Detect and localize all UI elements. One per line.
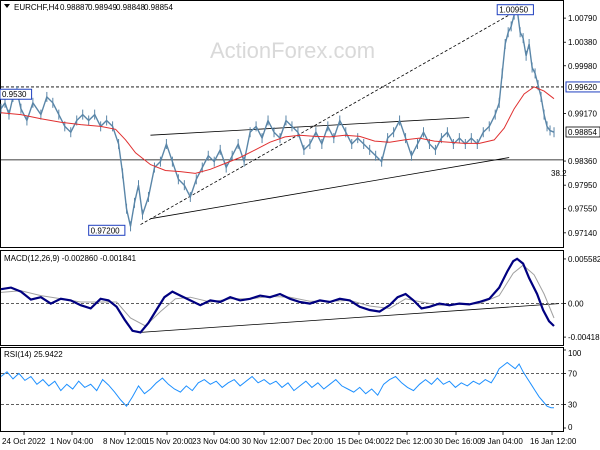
level-label-text: 0.99620 — [568, 83, 597, 92]
x-tick-label: 7 Dec 20:00 — [290, 437, 334, 446]
current-price-label: 0.98854 — [565, 126, 600, 138]
macd-y-tick-label: 0.005582 — [568, 255, 600, 264]
price-y-tick-label: 0.99980 — [568, 62, 597, 71]
macd-signal-line — [0, 264, 555, 327]
current-price-text: 0.98854 — [568, 128, 597, 137]
macd-y-axis: 0.005582 0.00 -0.004188 — [563, 255, 600, 342]
level-label-text: 0.9530 — [2, 90, 27, 99]
x-tick-label: 15 Dec 04:00 — [337, 437, 385, 446]
rsi-y-tick-label: 70 — [568, 369, 577, 378]
x-tick-label: 9 Jan 04:00 — [481, 437, 523, 446]
macd-panel-frame — [0, 250, 564, 346]
price-y-tick-label: 0.97550 — [568, 205, 597, 214]
x-tick-label: 22 Dec 12:00 — [385, 437, 433, 446]
price-line — [0, 6, 555, 227]
price-panel: ActionForex.com EURCHF,H4 0.98887 0.9894… — [0, 0, 600, 248]
rsi-y-tick-label: 30 — [568, 401, 577, 410]
trendline — [150, 117, 470, 136]
price-header-high: 0.98949 — [88, 3, 117, 12]
rsi-panel: RSI(14) 25.9422 100 70 30 0 — [0, 347, 582, 432]
price-panel-frame — [0, 0, 564, 248]
current-price-box — [565, 126, 600, 138]
x-tick-label: 23 Nov 04:00 — [192, 437, 240, 446]
moving-average-series — [0, 86, 555, 174]
macd-title: MACD(12,26,9) -0.002860 -0.001841 — [4, 254, 137, 263]
level-label-box — [496, 4, 534, 16]
price-horizontal-levels — [1, 86, 563, 161]
price-y-axis: 1.00790 1.00380 0.99980 0.99170 0.98360 0.979… — [563, 14, 597, 238]
x-tick-label: 24 Oct 2022 — [2, 437, 46, 446]
price-y-tick-label: 1.00380 — [568, 38, 597, 47]
price-y-tick-label: 0.99170 — [568, 109, 597, 118]
rsi-series — [0, 361, 554, 409]
price-header-symbol: EURCHF,H4 — [14, 3, 59, 12]
ma-line — [0, 86, 555, 174]
price-y-tick-label: 1.00790 — [568, 14, 597, 23]
rsi-y-tick-label: 0 — [568, 423, 573, 432]
price-trendlines — [140, 10, 518, 225]
level-label: 0.9530 — [0, 88, 33, 100]
macd-y-tick-label: -0.004188 — [568, 333, 600, 342]
rsi-levels — [1, 373, 563, 405]
rsi-panel-frame — [0, 347, 564, 432]
level-label: 0.99620 — [565, 81, 600, 93]
price-level-labels: 0.99620 0.9530 1.00950 0.97200 0.98854 — [0, 4, 600, 236]
price-header-open: 0.98887 — [60, 3, 89, 12]
level-label: 1.00950 — [496, 4, 534, 16]
level-label-text: 1.00950 — [499, 6, 528, 15]
rsi-y-tick-label: 100 — [568, 349, 582, 358]
level-label: 0.97200 — [88, 224, 126, 236]
macd-trendline — [140, 303, 560, 333]
price-y-tick-label: 0.97950 — [568, 181, 597, 190]
macd-y-tick-label: 0.00 — [568, 300, 584, 309]
x-tick-label: 8 Nov 12:00 — [103, 437, 147, 446]
price-y-tick-label: 0.97140 — [568, 229, 597, 238]
rsi-y-axis: 100 70 30 0 — [563, 349, 582, 432]
macd-panel: MACD(12,26,9) -0.002860 -0.001841 0.0055… — [0, 250, 600, 346]
macd-main-series — [0, 257, 555, 334]
x-tick-label: 15 Nov 20:00 — [145, 437, 193, 446]
x-tick-label: 16 Jan 12:00 — [530, 437, 577, 446]
macd-signal-series — [0, 264, 555, 327]
price-y-tick-label: 0.98360 — [568, 157, 597, 166]
rsi-line — [0, 361, 554, 409]
trendline — [150, 157, 510, 220]
watermark: ActionForex.com — [210, 38, 375, 63]
price-header-close: 0.98854 — [144, 3, 173, 12]
x-tick-label: 30 Dec 16:00 — [434, 437, 482, 446]
x-tick-label: 30 Nov 12:00 — [242, 437, 290, 446]
price-header-low: 0.98848 — [116, 3, 145, 12]
level-label-box — [0, 88, 33, 100]
macd-line — [0, 257, 555, 334]
level-label-box — [565, 81, 600, 93]
dropdown-triangle-icon[interactable] — [4, 4, 10, 8]
level-label-box — [88, 224, 126, 236]
trendline — [140, 10, 518, 225]
fib-label: 38.2 — [551, 169, 567, 178]
macd-trend — [140, 303, 560, 333]
rsi-title: RSI(14) 25.9422 — [4, 350, 63, 359]
x-tick-label: 1 Nov 04:00 — [50, 437, 94, 446]
level-label-text: 0.97200 — [91, 226, 120, 235]
